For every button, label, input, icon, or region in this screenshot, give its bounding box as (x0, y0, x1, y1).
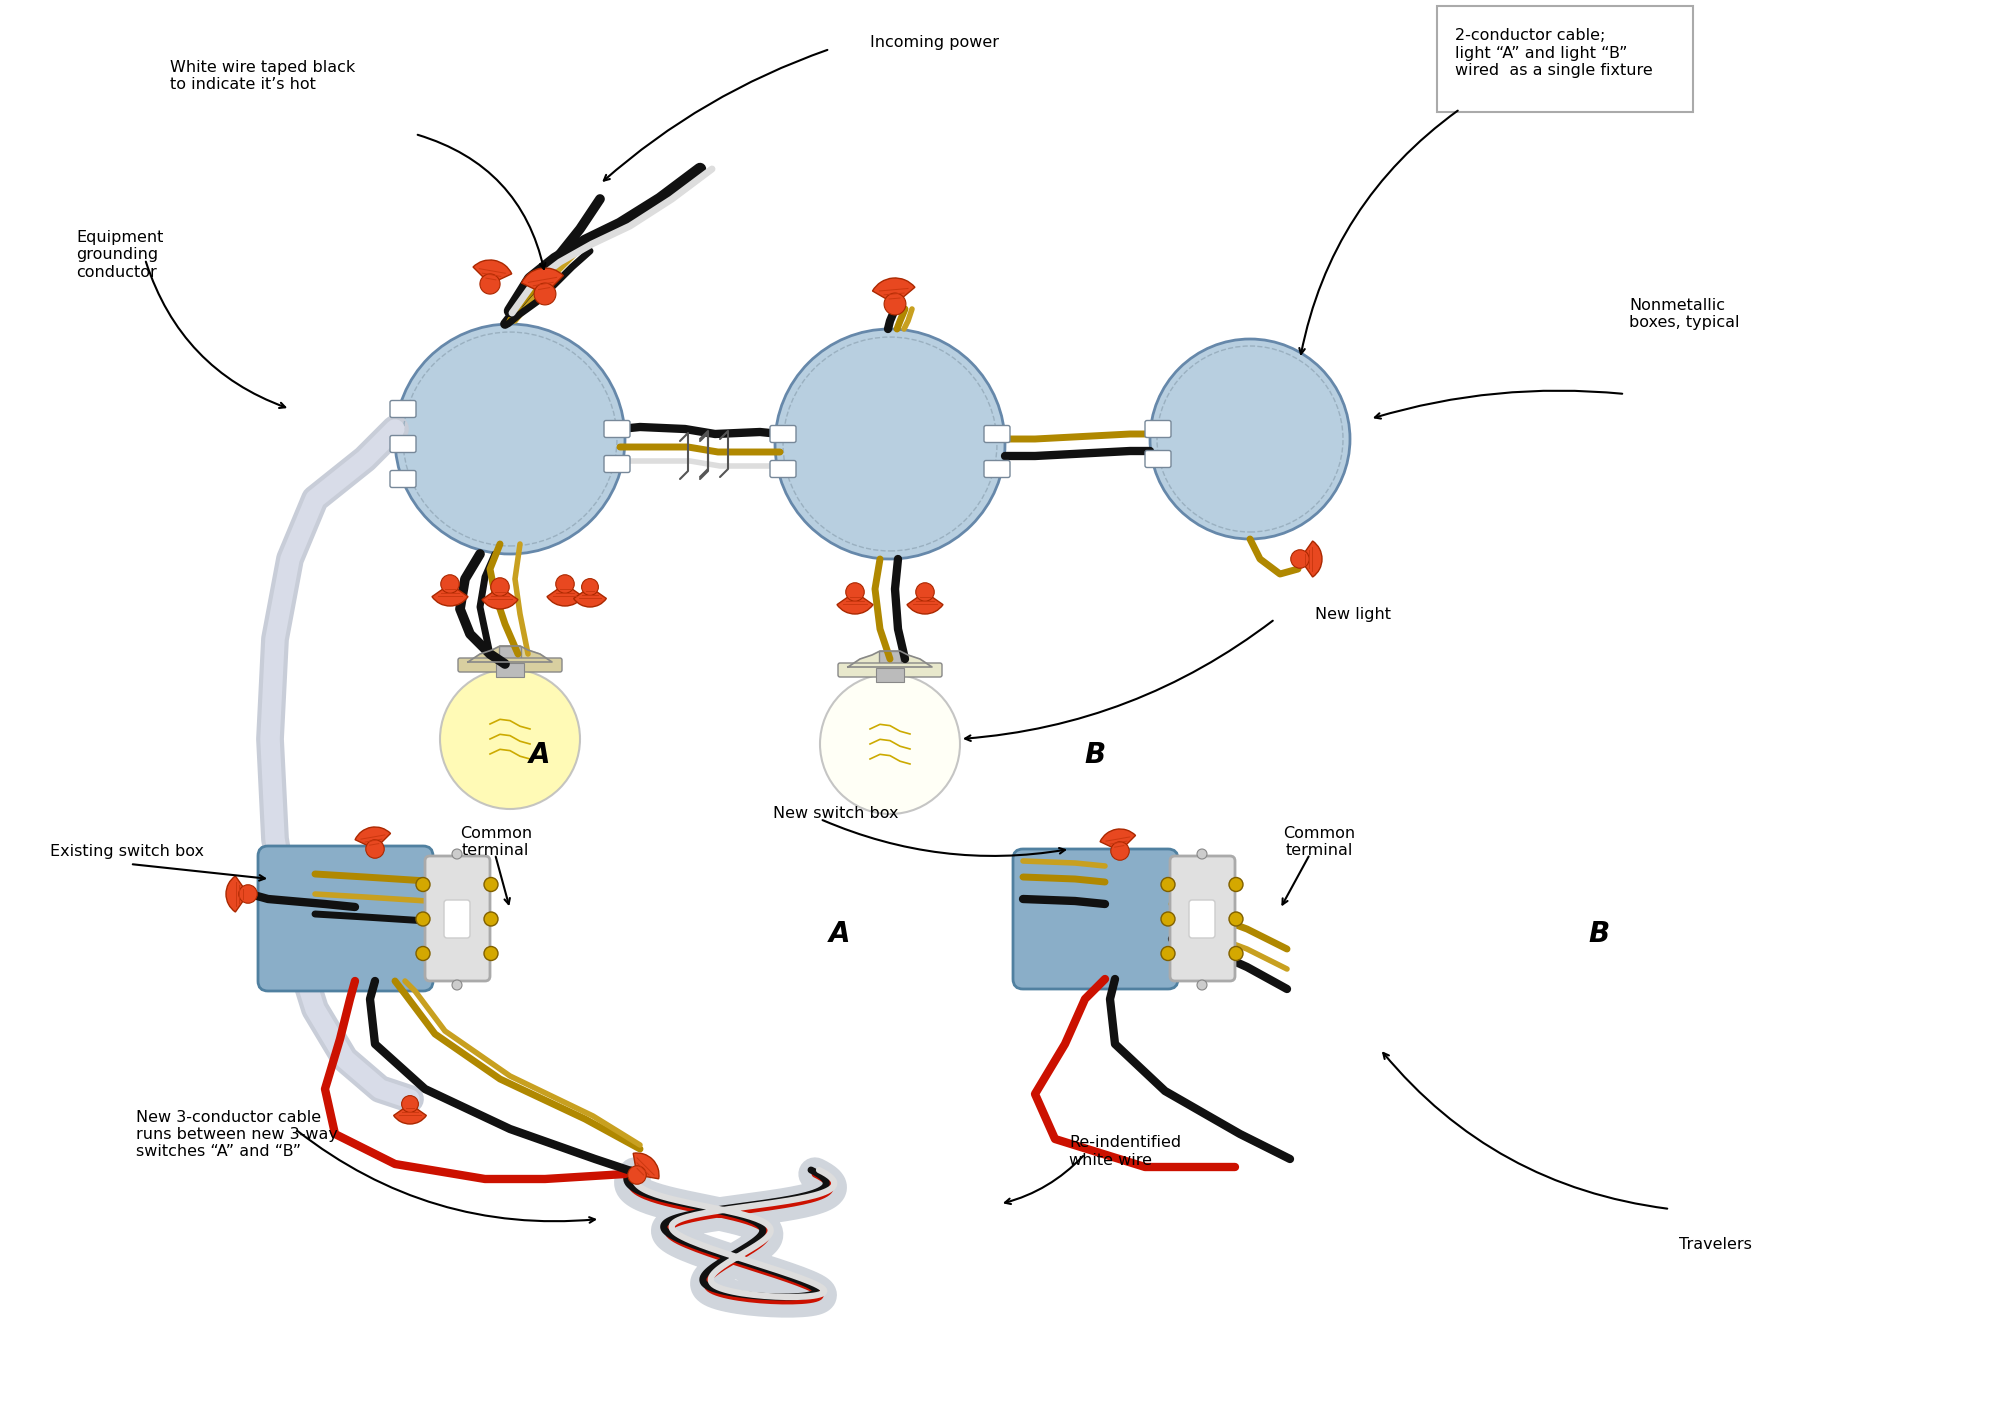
Wedge shape (1299, 541, 1321, 578)
Circle shape (845, 583, 863, 602)
Text: New light: New light (1315, 607, 1391, 623)
Circle shape (366, 840, 384, 858)
Circle shape (452, 981, 462, 990)
FancyBboxPatch shape (769, 426, 795, 443)
Text: New switch box: New switch box (773, 806, 897, 822)
Circle shape (484, 946, 498, 961)
Wedge shape (633, 1154, 659, 1179)
FancyBboxPatch shape (769, 461, 795, 478)
Text: A: A (529, 741, 549, 769)
Text: Travelers: Travelers (1678, 1237, 1750, 1253)
Circle shape (480, 274, 500, 294)
Bar (496, 663, 523, 677)
Polygon shape (468, 646, 551, 663)
Circle shape (627, 1166, 645, 1185)
FancyBboxPatch shape (390, 471, 416, 488)
Circle shape (883, 294, 905, 315)
Circle shape (1197, 981, 1207, 990)
Circle shape (1149, 339, 1349, 539)
FancyBboxPatch shape (426, 856, 490, 981)
Circle shape (1291, 549, 1309, 568)
FancyBboxPatch shape (444, 900, 470, 938)
Circle shape (819, 674, 959, 815)
Text: Nonmetallic
boxes, typical: Nonmetallic boxes, typical (1628, 298, 1738, 331)
Circle shape (1111, 841, 1129, 860)
Circle shape (1161, 946, 1175, 961)
Circle shape (416, 877, 430, 891)
Circle shape (238, 885, 258, 904)
Text: B: B (1085, 741, 1105, 769)
FancyBboxPatch shape (983, 426, 1009, 443)
FancyBboxPatch shape (258, 846, 434, 990)
Text: Equipment
grounding
conductor: Equipment grounding conductor (76, 230, 164, 280)
FancyBboxPatch shape (1169, 856, 1235, 981)
Circle shape (484, 877, 498, 891)
Circle shape (775, 329, 1005, 559)
FancyBboxPatch shape (1145, 450, 1171, 467)
Circle shape (1161, 877, 1175, 891)
Wedge shape (547, 585, 583, 606)
Text: A: A (829, 920, 849, 948)
Circle shape (1229, 912, 1243, 927)
Circle shape (533, 282, 555, 305)
Polygon shape (847, 651, 931, 667)
Circle shape (484, 912, 498, 927)
FancyBboxPatch shape (458, 658, 561, 673)
FancyBboxPatch shape (983, 461, 1009, 478)
Circle shape (1229, 877, 1243, 891)
Wedge shape (1099, 829, 1135, 851)
Text: Common
terminal: Common terminal (1283, 826, 1355, 858)
Text: White wire taped black
to indicate it’s hot: White wire taped black to indicate it’s … (170, 60, 356, 92)
FancyBboxPatch shape (837, 663, 941, 677)
Text: Existing switch box: Existing switch box (50, 844, 204, 860)
Wedge shape (432, 585, 468, 606)
Text: New 3-conductor cable
runs between new 3-way
switches “A” and “B”: New 3-conductor cable runs between new 3… (136, 1110, 338, 1159)
Text: Incoming power: Incoming power (869, 35, 999, 51)
Wedge shape (474, 260, 511, 284)
Text: B: B (1588, 920, 1608, 948)
Circle shape (440, 575, 460, 593)
Circle shape (555, 575, 573, 593)
Wedge shape (226, 876, 248, 912)
Wedge shape (871, 278, 915, 304)
FancyBboxPatch shape (1189, 900, 1215, 938)
FancyBboxPatch shape (1013, 849, 1177, 989)
Wedge shape (907, 592, 943, 614)
Wedge shape (482, 587, 517, 609)
Circle shape (1197, 849, 1207, 858)
Text: Common
terminal: Common terminal (460, 826, 531, 858)
FancyBboxPatch shape (603, 420, 629, 437)
Bar (879, 651, 901, 671)
Circle shape (492, 578, 509, 596)
Text: Re-indentified
white wire: Re-indentified white wire (1069, 1135, 1181, 1168)
FancyBboxPatch shape (390, 400, 416, 417)
Wedge shape (573, 587, 605, 607)
Bar (500, 646, 521, 666)
Wedge shape (394, 1104, 426, 1124)
Circle shape (402, 1095, 418, 1112)
FancyBboxPatch shape (1437, 6, 1692, 112)
Circle shape (416, 946, 430, 961)
Wedge shape (837, 592, 873, 614)
Wedge shape (521, 268, 563, 294)
Bar (875, 668, 903, 683)
Circle shape (396, 324, 625, 553)
Text: 2-conductor cable;
light “A” and light “B”
wired  as a single fixture: 2-conductor cable; light “A” and light “… (1455, 28, 1652, 78)
Circle shape (915, 583, 933, 602)
FancyBboxPatch shape (603, 455, 629, 473)
Circle shape (1229, 946, 1243, 961)
Circle shape (581, 579, 597, 596)
Circle shape (452, 849, 462, 858)
FancyBboxPatch shape (1145, 420, 1171, 437)
FancyBboxPatch shape (390, 436, 416, 453)
Wedge shape (356, 827, 390, 849)
Circle shape (416, 912, 430, 927)
Circle shape (1161, 912, 1175, 927)
Circle shape (440, 668, 579, 809)
